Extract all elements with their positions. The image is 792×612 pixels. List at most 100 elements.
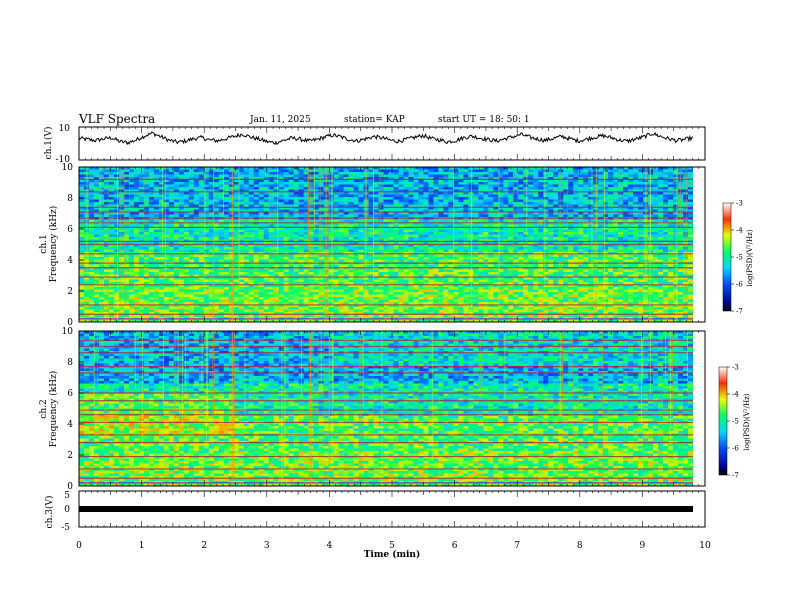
spectrogram-cell xyxy=(548,182,553,185)
spectrogram-cell xyxy=(159,202,164,205)
spectrogram-cell xyxy=(154,230,159,233)
spectrogram-cell xyxy=(558,235,563,238)
spectrogram-cell xyxy=(184,220,189,223)
spectrogram-cell xyxy=(478,202,483,205)
spectrogram-cell xyxy=(668,175,673,178)
spectrogram-cell xyxy=(374,260,379,263)
spectrogram-cell xyxy=(503,202,508,205)
ch1-waveform-ylabel: ch.1(V) xyxy=(43,127,54,160)
spectrogram-cell xyxy=(134,235,139,238)
spectrogram-cell xyxy=(234,182,239,185)
spectrogram-cell xyxy=(239,247,244,250)
spectrogram-cell xyxy=(433,237,438,240)
spectrogram-cell xyxy=(254,202,259,205)
spectrogram-cell xyxy=(393,247,398,250)
spectrogram-cell xyxy=(184,170,189,173)
spectrogram-cell xyxy=(393,187,398,190)
spectrogram-cell xyxy=(453,197,458,200)
spectrogram-cell xyxy=(618,237,623,240)
spectrogram-cell xyxy=(578,257,583,260)
spectrogram-cell xyxy=(423,202,428,205)
spectrogram-cell xyxy=(478,195,483,198)
spectrogram-cell xyxy=(119,250,124,253)
spectrogram-cell xyxy=(573,230,578,233)
spectrogram-cell xyxy=(553,172,558,175)
spectrogram-cell xyxy=(174,197,179,200)
spectrogram-cell xyxy=(299,247,304,250)
spectrogram-cell xyxy=(658,232,663,235)
spectrogram-cell xyxy=(349,230,354,233)
spectrogram-cell xyxy=(149,172,154,175)
spectrogram-cell xyxy=(174,220,179,223)
spectrogram-cell xyxy=(413,202,418,205)
spectrogram-cell xyxy=(573,250,578,253)
spectrogram-cell xyxy=(294,260,299,263)
spectrogram-cell xyxy=(339,265,344,268)
spectrogram-cell xyxy=(568,257,573,260)
spectrogram-cell xyxy=(319,202,324,205)
spectrogram-cell xyxy=(588,185,593,188)
spectrogram-cell xyxy=(184,192,189,195)
spectrogram-cell xyxy=(618,265,623,268)
spectrogram-cell xyxy=(493,187,498,190)
spectrogram-cell xyxy=(398,215,403,218)
spectrogram-cell xyxy=(663,220,668,223)
spectrogram-cell xyxy=(473,182,478,185)
spectrogram-cell xyxy=(359,197,364,200)
spectrogram-cell xyxy=(638,257,643,260)
spectrogram-cell xyxy=(463,197,468,200)
spectrogram-cell xyxy=(603,235,608,238)
spectrogram-cell xyxy=(294,192,299,195)
spectrogram-cell xyxy=(678,260,683,263)
spectrogram-cell xyxy=(398,195,403,198)
spectrogram-cell xyxy=(179,192,184,195)
spectrogram-cell xyxy=(598,257,603,260)
spectrogram-cell xyxy=(339,195,344,198)
spectrogram-cell xyxy=(259,260,264,263)
spectrogram-cell xyxy=(543,230,548,233)
spectrogram-cell xyxy=(134,195,139,198)
spectrogram-cell xyxy=(224,182,229,185)
spectrogram-cell xyxy=(438,257,443,260)
spectrogram-cell xyxy=(613,220,618,223)
spectrogram-cell xyxy=(384,200,389,203)
spectrogram-cell xyxy=(658,235,663,238)
spectrogram-cell xyxy=(244,175,249,178)
spectrogram-cell xyxy=(398,187,403,190)
spectrogram-cell xyxy=(393,260,398,263)
spectrogram-cell xyxy=(249,260,254,263)
spectrogram-cell xyxy=(658,185,663,188)
spectrogram-cell xyxy=(239,187,244,190)
spectrogram-cell xyxy=(379,187,384,190)
spectrogram-cell xyxy=(418,230,423,233)
spectrogram-cell xyxy=(264,175,269,178)
spectrogram-cell xyxy=(274,220,279,223)
spectrogram-cell xyxy=(558,260,563,263)
spectrogram-cell xyxy=(214,197,219,200)
spectrogram-cell xyxy=(583,202,588,205)
spectrogram-cell xyxy=(428,260,433,263)
spectrogram-cell xyxy=(528,260,533,263)
spectrogram-cell xyxy=(379,215,384,218)
spectrogram-cell xyxy=(344,187,349,190)
spectrogram-cell xyxy=(423,257,428,260)
spectrogram-cell xyxy=(239,250,244,253)
spectrogram-cell xyxy=(548,195,553,198)
spectrogram-cell xyxy=(518,202,523,205)
spectrogram-cell xyxy=(189,195,194,198)
spectrogram-cell xyxy=(418,260,423,263)
spectrogram-cell xyxy=(239,215,244,218)
spectrogram-cell xyxy=(543,182,548,185)
spectrogram-cell xyxy=(658,265,663,268)
spectrogram-cell xyxy=(229,235,234,238)
spectrogram-cell xyxy=(443,230,448,233)
spectrogram-cell xyxy=(608,192,613,195)
spectrogram-cell xyxy=(518,197,523,200)
spectrogram-cell xyxy=(259,250,264,253)
spectrogram-cell xyxy=(374,175,379,178)
spectrogram-cell xyxy=(533,230,538,233)
spectrogram-cell xyxy=(249,187,254,190)
spectrogram-cell xyxy=(79,247,84,250)
spectrogram-cell xyxy=(284,202,289,205)
spectrogram-cell xyxy=(683,235,688,238)
